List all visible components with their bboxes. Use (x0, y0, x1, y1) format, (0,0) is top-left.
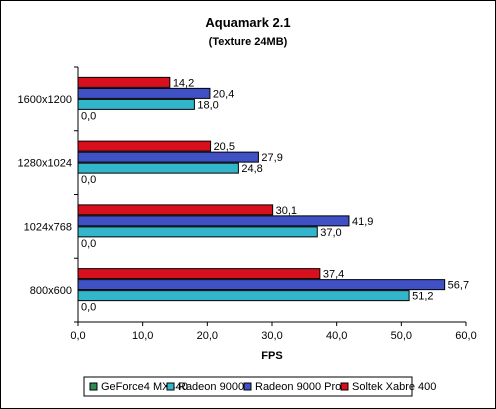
data-label: 20,5 (214, 141, 235, 153)
data-label: 24,8 (241, 163, 262, 175)
bar (77, 140, 212, 152)
chart-subtitle: (Texture 24MB) (209, 36, 288, 48)
data-label: 37,4 (323, 269, 344, 281)
bar (77, 162, 239, 174)
bar (77, 151, 259, 163)
legend-swatch (340, 382, 349, 391)
chart-title: Aquamark 2.1 (205, 15, 290, 30)
legend-entry: Radeon 9000 (178, 381, 244, 393)
plot-area: 14,2 20,418,0 0,0 1600x1200 20,5 27,924,8 0,0 1… (18, 66, 477, 342)
x-tick-label: 50,0 (391, 330, 412, 342)
x-tick-label: 30,0 (261, 330, 282, 342)
legend-entry: Radeon 9000 Pro (255, 381, 341, 393)
data-label: 56,7 (448, 280, 469, 292)
legend-entry: Soltek Xabre 400 (352, 381, 436, 393)
data-label: 37,0 (320, 227, 341, 239)
bar (77, 204, 274, 216)
bar (77, 279, 446, 291)
y-tick-label: 1024x768 (24, 221, 72, 233)
data-label: 20,4 (213, 88, 234, 100)
data-label: 0,0 (81, 238, 96, 250)
legend-entry: GeForce4 MX440 (101, 381, 188, 393)
bar (77, 215, 350, 227)
y-tick-label: 1600x1200 (18, 94, 72, 106)
data-label: 18,0 (197, 99, 218, 111)
x-tick-label: 10,0 (132, 330, 153, 342)
bar (77, 268, 321, 280)
data-label: 27,9 (261, 152, 282, 164)
x-tick-label: 20,0 (197, 330, 218, 342)
x-tick-label: 60,0 (455, 330, 476, 342)
data-label: 51,2 (412, 291, 433, 303)
data-label: 0,0 (81, 302, 96, 314)
data-label: 41,9 (352, 216, 373, 228)
legend-swatch (89, 382, 98, 391)
y-tick-label: 1280x1024 (18, 158, 72, 170)
bar (77, 76, 171, 88)
bar (77, 98, 195, 110)
x-axis-label: FPS (261, 350, 282, 362)
x-tick-label: 0,0 (70, 330, 85, 342)
x-tick-label: 40,0 (326, 330, 347, 342)
legend-swatch (166, 382, 175, 391)
bar (77, 87, 211, 99)
data-label: 0,0 (81, 174, 96, 186)
legend-swatch (243, 382, 252, 391)
bar (77, 290, 410, 302)
data-label: 0,0 (81, 110, 96, 122)
y-tick-label: 800x600 (30, 285, 72, 297)
data-label: 14,2 (173, 77, 194, 89)
data-label: 30,1 (276, 205, 297, 217)
bar (77, 226, 318, 238)
